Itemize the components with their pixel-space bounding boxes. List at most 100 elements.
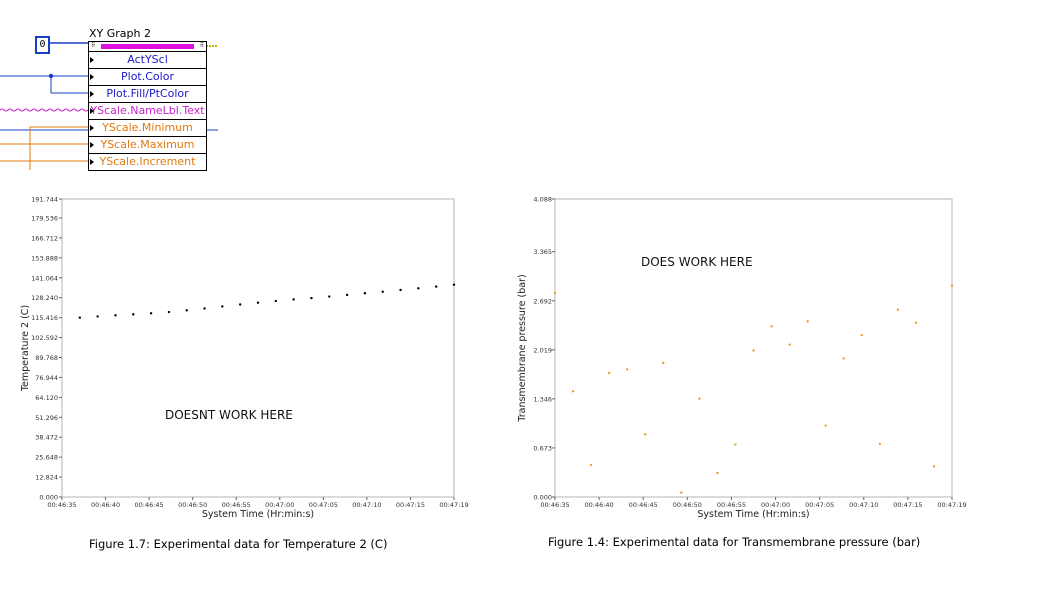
data-point [328,295,331,298]
property-label: YScale.Maximum [100,138,195,151]
x-tick-label: 00:46:35 [47,501,76,509]
data-point [914,321,918,324]
y-tick-label: 0.000 [39,494,58,502]
x-tick-label: 00:47:15 [396,501,425,509]
data-point [788,343,791,346]
input-arrow-icon [90,142,94,148]
data-point [716,471,719,475]
y-tick-label: 38.472 [35,434,58,442]
x-tick-label: 00:46:45 [629,501,658,509]
data-point [310,296,313,300]
x-tick-label: 00:47:15 [893,501,922,509]
numeric-constant[interactable]: 0 [35,36,50,54]
property-row[interactable]: YScale.Increment [89,154,206,170]
x-tick-label: 00:46:40 [91,501,120,509]
y-tick-label: 102.592 [31,334,58,342]
y-tick-label: 0.000 [533,494,552,502]
data-point [185,309,188,312]
y-tick-label: 191.744 [31,196,58,204]
x-tick-label: 00:47:00 [265,501,294,509]
x-tick-label: 00:46:55 [717,501,746,509]
x-tick-label: 00:47:10 [849,501,878,509]
y-tick-label: 0.673 [533,444,552,452]
data-point [806,320,809,323]
x-tick-label: 00:46:35 [540,501,569,509]
data-point [644,433,647,436]
property-row[interactable]: YScale.NameLbl.Text [89,103,206,120]
y-tick-label: 2.019 [533,346,552,354]
data-point [860,333,863,337]
x-axis-label: System Time (Hr:min:s) [697,509,809,520]
y-tick-label: 179.536 [31,214,58,222]
y-tick-label: 2.692 [533,297,552,305]
property-row[interactable]: Plot.Color [89,69,206,86]
data-point [662,361,665,365]
property-label: Plot.Fill/PtColor [106,87,189,100]
y-tick-label: 3.365 [533,248,552,256]
y-tick-label: 1.346 [533,395,552,403]
data-point [78,316,82,319]
y-tick-label: 25.648 [35,454,58,462]
data-point [607,371,611,375]
y-tick-label: 153.888 [31,254,58,262]
x-tick-label: 00:47:00 [761,501,790,509]
property-node-header: ⠿ ⠿ [89,42,206,52]
property-row[interactable]: YScale.Maximum [89,137,206,154]
figure-caption-temperature: Figure 1.7: Experimental data for Temper… [89,537,388,551]
property-label: YScale.NameLbl.Text [90,104,205,117]
property-row[interactable]: YScale.Minimum [89,120,206,137]
input-arrow-icon [90,57,94,63]
y-axis-label: Transmembrane pressure (bar) [517,274,528,422]
x-tick-label: 00:46:40 [585,501,614,509]
input-arrow-icon [90,159,94,165]
data-point [434,285,438,288]
data-point [625,368,629,371]
data-point [878,442,882,445]
y-tick-label: 89.768 [35,354,58,362]
x-tick-label: 00:46:45 [135,501,164,509]
data-point [238,303,242,306]
data-point [363,292,367,295]
data-point [292,298,295,301]
data-point [752,349,755,352]
y-tick-label: 12.824 [35,474,58,482]
data-point [167,310,171,314]
data-point [896,308,900,311]
property-label: YScale.Increment [99,155,196,168]
property-row[interactable]: Plot.Fill/PtColor [89,86,206,103]
data-point [274,299,278,303]
data-point [381,290,384,293]
plot-area [554,198,953,498]
y-tick-label: 166.712 [31,234,58,242]
refnum-terminal [101,44,194,49]
x-tick-label: 00:47:19 [937,501,966,509]
x-tick-label: 00:47:19 [439,501,468,509]
property-label: YScale.Minimum [102,121,193,134]
data-point [149,312,153,315]
y-tick-label: 64.120 [35,394,58,402]
data-point [680,491,683,494]
property-label: Plot.Color [121,70,174,83]
y-tick-label: 51.296 [35,414,58,422]
property-label: ActYScl [127,53,168,66]
y-tick-label: 128.240 [31,294,58,302]
x-tick-label: 00:47:05 [309,501,338,509]
y-tick-label: 76.944 [35,374,58,382]
data-point [824,424,827,427]
property-node-title: XY Graph 2 [89,27,151,40]
property-row[interactable]: ActYScl [89,52,206,69]
y-axis-label: Temperature 2 (C) [20,305,31,392]
x-tick-label: 00:47:10 [352,501,381,509]
data-point [589,463,593,467]
data-point [553,291,557,295]
property-node[interactable]: ⠿ ⠿ ActYScl Plot.Color Plot.Fill/PtColor YS… [88,41,207,171]
data-point [203,307,206,310]
data-point [96,315,99,318]
data-point [399,288,402,292]
input-arrow-icon [90,91,94,97]
y-tick-label: 141.064 [31,274,58,282]
data-point [417,287,420,290]
